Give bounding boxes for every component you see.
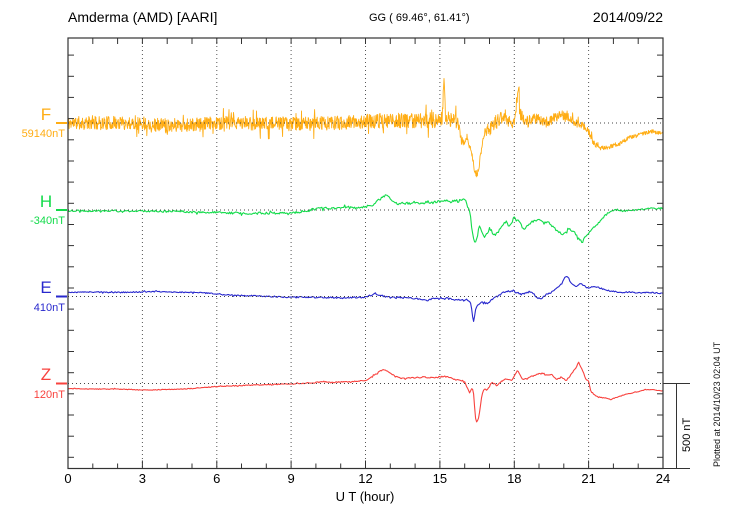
- series-baseline-F: 59140nT: [21, 128, 65, 140]
- series-letter-H: H: [39, 192, 53, 211]
- x-axis-label: U T (hour): [335, 489, 395, 504]
- x-axis-tick-3: 3: [138, 471, 146, 486]
- series-baseline-E: 410nT: [33, 302, 65, 314]
- plot-date: 2014/09/22: [592, 9, 663, 25]
- scale-bar-label: 500 nT: [681, 417, 693, 452]
- series-letter-F: F: [40, 105, 52, 124]
- geographic-coords: GG ( 69.46°, 61.41°): [369, 12, 470, 24]
- series-letter-Z: Z: [40, 365, 52, 384]
- x-axis-tick-15: 15: [432, 471, 448, 486]
- x-axis-tick-24: 24: [655, 471, 671, 486]
- x-axis-tick-9: 9: [287, 471, 295, 486]
- x-axis-tick-21: 21: [581, 471, 596, 486]
- series-letter-E: E: [40, 278, 52, 297]
- series-baseline-Z: 120nT: [33, 389, 65, 401]
- x-axis-tick-0: 0: [64, 471, 72, 486]
- x-axis-tick-6: 6: [213, 471, 221, 486]
- x-axis-tick-18: 18: [507, 471, 522, 486]
- station-title: Amderma (AMD) [AARI]: [68, 9, 218, 25]
- series-baseline-H: -340nT: [30, 215, 65, 227]
- x-axis-tick-12: 12: [358, 471, 373, 486]
- plot-footnote: Plotted at 2014/10/23 02:04 UT: [712, 341, 722, 467]
